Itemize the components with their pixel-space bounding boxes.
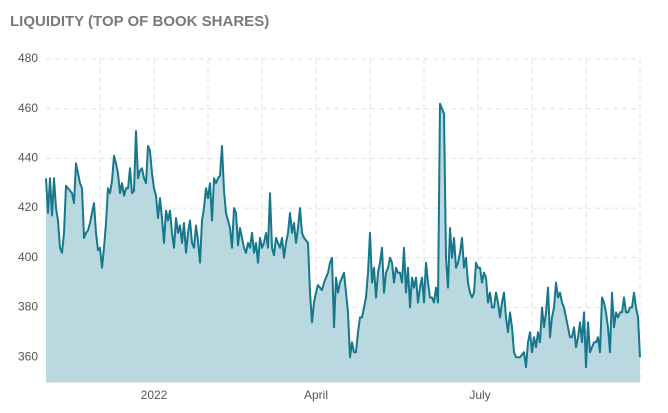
line [45, 102, 641, 369]
x-tick-label: 2022 [141, 388, 168, 402]
y-tick-label: 380 [18, 300, 38, 314]
x-tick-label: April [304, 388, 328, 402]
y-tick-label: 400 [18, 250, 38, 264]
y-tick-label: 440 [18, 151, 38, 165]
x-tick-label: July [469, 388, 490, 402]
y-tick-label: 360 [18, 349, 38, 363]
area [46, 103, 640, 382]
y-tick-label: 420 [18, 200, 38, 214]
y-tick-label: 460 [18, 101, 38, 115]
chart-title: LIQUIDITY (TOP OF BOOK SHARES) [10, 13, 269, 30]
y-tick-label: 480 [18, 51, 38, 65]
